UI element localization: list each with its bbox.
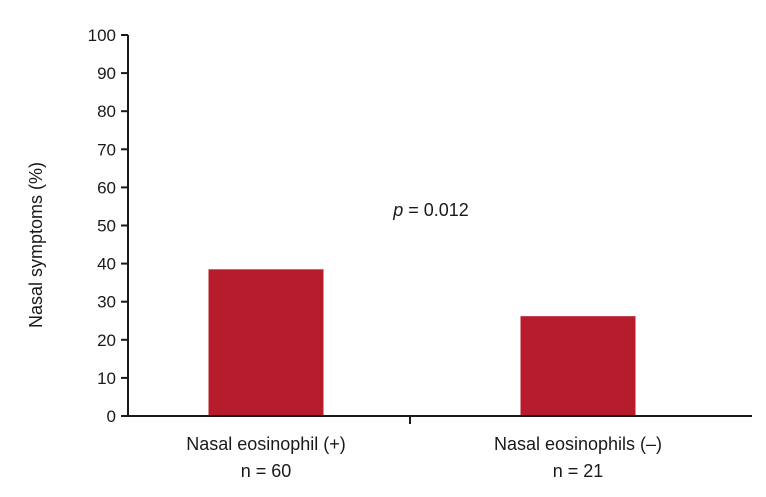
- y-tick-label: 0: [107, 407, 116, 426]
- y-tick-label: 80: [97, 102, 116, 121]
- p-value-annotation: p = 0.012: [392, 200, 469, 220]
- y-tick-label: 60: [97, 178, 116, 197]
- y-tick-label: 100: [88, 26, 116, 45]
- bar: [520, 316, 636, 416]
- x-category-label: Nasal eosinophils (–): [494, 434, 662, 454]
- y-tick-label: 30: [97, 293, 116, 312]
- y-tick-label: 90: [97, 64, 116, 83]
- y-axis-title: Nasal symptoms (%): [26, 162, 46, 328]
- bars: [208, 269, 636, 416]
- x-category-label: Nasal eosinophil (+): [186, 434, 346, 454]
- bar: [208, 269, 324, 416]
- y-tick-label: 50: [97, 217, 116, 236]
- p-value-symbol: p: [392, 200, 403, 220]
- y-axis-ticks: 0 10 20 30 40 50 60 70 80 90 100: [88, 26, 128, 426]
- y-tick-label: 10: [97, 369, 116, 388]
- x-category-sample-size: n = 21: [553, 461, 604, 481]
- x-category-sample-size: n = 60: [241, 461, 292, 481]
- y-tick-label: 70: [97, 140, 116, 159]
- p-value-text: = 0.012: [403, 200, 469, 220]
- y-tick-label: 40: [97, 255, 116, 274]
- y-tick-label: 20: [97, 331, 116, 350]
- x-axis-category-labels: Nasal eosinophil (+) n = 60 Nasal eosinoph…: [186, 434, 662, 481]
